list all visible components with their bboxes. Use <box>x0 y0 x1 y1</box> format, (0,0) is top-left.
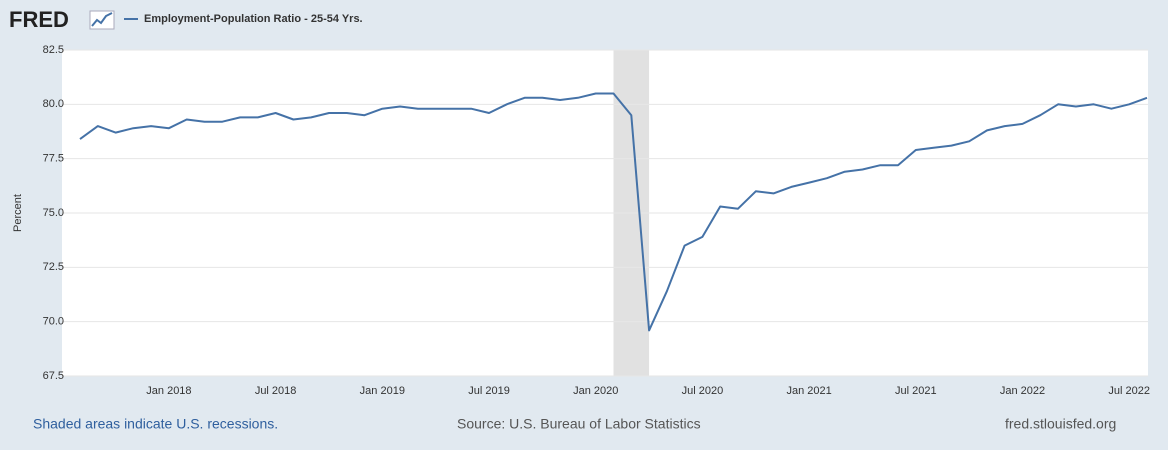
y-tick-label: 70.0 <box>43 316 64 328</box>
logo: FRED <box>9 7 69 32</box>
recession-note[interactable]: Shaded areas indicate U.S. recessions. <box>33 416 278 432</box>
y-tick-label: 77.5 <box>43 153 64 165</box>
x-tick-label: Jul 2020 <box>682 385 724 397</box>
y-tick-label: 80.0 <box>43 98 64 110</box>
source: Source: U.S. Bureau of Labor Statistics <box>457 416 701 432</box>
logo-icon <box>89 10 115 30</box>
x-tick-label: Jul 2018 <box>255 385 297 397</box>
x-tick-label: Jan 2021 <box>786 385 831 397</box>
x-tick-label: Jan 2018 <box>146 385 191 397</box>
x-tick-label: Jan 2019 <box>360 385 405 397</box>
legend-label: Employment-Population Ratio - 25-54 Yrs. <box>144 13 363 25</box>
x-tick-label: Jul 2019 <box>468 385 510 397</box>
site-link[interactable]: fred.stlouisfed.org <box>1005 416 1116 432</box>
y-tick-label: 72.5 <box>43 261 64 273</box>
y-tick-label: 67.5 <box>43 370 64 382</box>
y-tick-label: 82.5 <box>43 44 64 56</box>
x-tick-label: Jul 2021 <box>895 385 937 397</box>
x-tick-label: Jul 2022 <box>1108 385 1150 397</box>
x-tick-label: Jan 2020 <box>573 385 618 397</box>
x-tick-label: Jan 2022 <box>1000 385 1045 397</box>
series-line <box>79 92 1148 332</box>
y-tick-label: 75.0 <box>43 207 64 219</box>
y-axis-label: Percent <box>12 194 24 232</box>
